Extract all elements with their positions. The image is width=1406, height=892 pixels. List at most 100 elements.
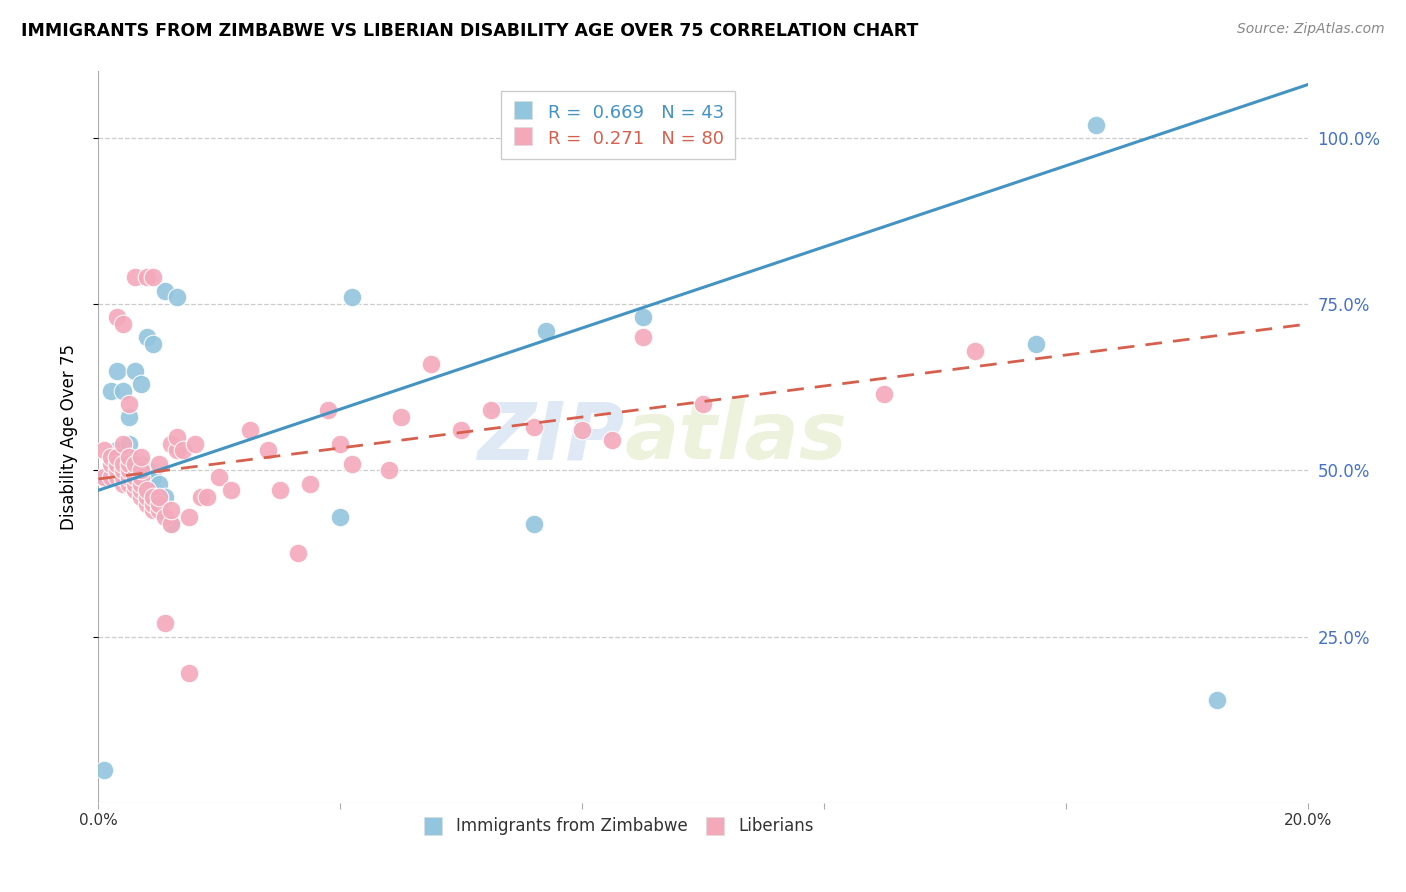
Point — [153, 616, 176, 631]
Point — [118, 476, 141, 491]
Point — [329, 509, 352, 524]
Point — [129, 476, 152, 491]
Point — [160, 516, 183, 531]
Point — [124, 363, 146, 377]
Legend: Immigrants from Zimbabwe, Liberians: Immigrants from Zimbabwe, Liberians — [416, 811, 820, 842]
Point — [269, 483, 291, 498]
Point — [135, 497, 157, 511]
Point — [172, 443, 194, 458]
Point — [111, 436, 134, 450]
Point — [129, 483, 152, 498]
Point — [124, 457, 146, 471]
Point — [148, 457, 170, 471]
Point — [534, 324, 557, 338]
Point — [142, 483, 165, 498]
Point — [420, 357, 443, 371]
Point — [129, 376, 152, 391]
Point — [329, 436, 352, 450]
Point — [342, 290, 364, 304]
Point — [124, 476, 146, 491]
Point — [166, 290, 188, 304]
Text: IMMIGRANTS FROM ZIMBABWE VS LIBERIAN DISABILITY AGE OVER 75 CORRELATION CHART: IMMIGRANTS FROM ZIMBABWE VS LIBERIAN DIS… — [21, 22, 918, 40]
Point — [118, 470, 141, 484]
Point — [105, 443, 128, 458]
Point — [184, 436, 207, 450]
Point — [148, 490, 170, 504]
Point — [571, 424, 593, 438]
Point — [873, 387, 896, 401]
Point — [111, 463, 134, 477]
Point — [111, 317, 134, 331]
Point — [523, 516, 546, 531]
Point — [135, 270, 157, 285]
Point — [100, 470, 122, 484]
Point — [111, 470, 134, 484]
Point — [129, 450, 152, 464]
Text: Source: ZipAtlas.com: Source: ZipAtlas.com — [1237, 22, 1385, 37]
Point — [1206, 692, 1229, 706]
Point — [105, 463, 128, 477]
Point — [450, 424, 472, 438]
Point — [93, 443, 115, 458]
Point — [148, 497, 170, 511]
Point — [111, 457, 134, 471]
Point — [105, 310, 128, 325]
Point — [100, 463, 122, 477]
Point — [166, 443, 188, 458]
Point — [1024, 337, 1046, 351]
Point — [179, 666, 201, 681]
Point — [93, 470, 115, 484]
Point — [1085, 118, 1108, 132]
Point — [129, 470, 152, 484]
Point — [124, 457, 146, 471]
Point — [142, 503, 165, 517]
Point — [118, 470, 141, 484]
Point — [142, 497, 165, 511]
Point — [124, 463, 146, 477]
Point — [118, 436, 141, 450]
Point — [142, 270, 165, 285]
Point — [377, 463, 399, 477]
Point — [105, 457, 128, 471]
Point — [135, 483, 157, 498]
Point — [153, 509, 176, 524]
Point — [148, 503, 170, 517]
Point — [153, 284, 176, 298]
Point — [256, 443, 278, 458]
Point — [93, 763, 115, 777]
Point — [135, 490, 157, 504]
Point — [221, 483, 243, 498]
Point — [299, 476, 322, 491]
Point — [166, 430, 188, 444]
Point — [93, 470, 115, 484]
Point — [195, 490, 218, 504]
Point — [160, 516, 183, 531]
Point — [135, 476, 157, 491]
Y-axis label: Disability Age Over 75: Disability Age Over 75 — [59, 344, 77, 530]
Point — [111, 470, 134, 484]
Point — [160, 503, 183, 517]
Point — [100, 457, 122, 471]
Point — [239, 424, 262, 438]
Text: atlas: atlas — [624, 398, 848, 476]
Point — [135, 490, 157, 504]
Point — [129, 463, 152, 477]
Point — [160, 436, 183, 450]
Point — [602, 434, 624, 448]
Point — [129, 490, 152, 504]
Point — [148, 476, 170, 491]
Point — [118, 397, 141, 411]
Point — [124, 476, 146, 491]
Point — [142, 337, 165, 351]
Point — [118, 457, 141, 471]
Point — [105, 457, 128, 471]
Point — [148, 490, 170, 504]
Point — [129, 476, 152, 491]
Point — [124, 270, 146, 285]
Point — [111, 476, 134, 491]
Point — [100, 384, 122, 398]
Point — [481, 403, 503, 417]
Point — [631, 310, 654, 325]
Point — [342, 457, 364, 471]
Point — [692, 397, 714, 411]
